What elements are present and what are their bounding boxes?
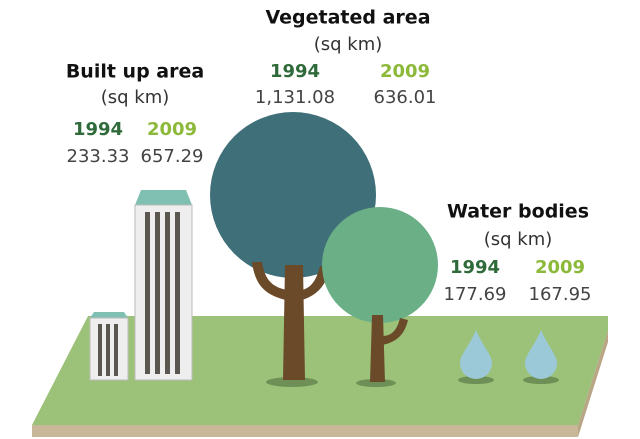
year: 2009	[380, 61, 430, 82]
section-title: Water bodies	[447, 201, 589, 223]
ground-side	[578, 330, 608, 437]
value: 167.95	[529, 284, 592, 305]
water-drop	[458, 330, 494, 384]
unit: (sq km)	[314, 34, 383, 55]
small-building	[89, 312, 129, 381]
value: 177.69	[444, 284, 507, 305]
section-title: Built up area	[66, 61, 204, 83]
water-drop	[523, 330, 559, 384]
value: 233.33	[67, 146, 130, 167]
value: 1,131.08	[255, 87, 335, 108]
unit: (sq km)	[101, 87, 170, 108]
section-title: Vegetated area	[265, 7, 430, 29]
unit: (sq km)	[484, 229, 553, 250]
year: 1994	[270, 61, 320, 82]
small-tree	[322, 207, 438, 387]
value: 636.01	[374, 87, 437, 108]
year: 2009	[535, 257, 585, 278]
year: 1994	[450, 257, 500, 278]
ground-edge	[32, 425, 578, 437]
year: 2009	[147, 119, 197, 140]
year: 1994	[73, 119, 123, 140]
value: 657.29	[141, 146, 204, 167]
tall-building	[134, 190, 193, 381]
